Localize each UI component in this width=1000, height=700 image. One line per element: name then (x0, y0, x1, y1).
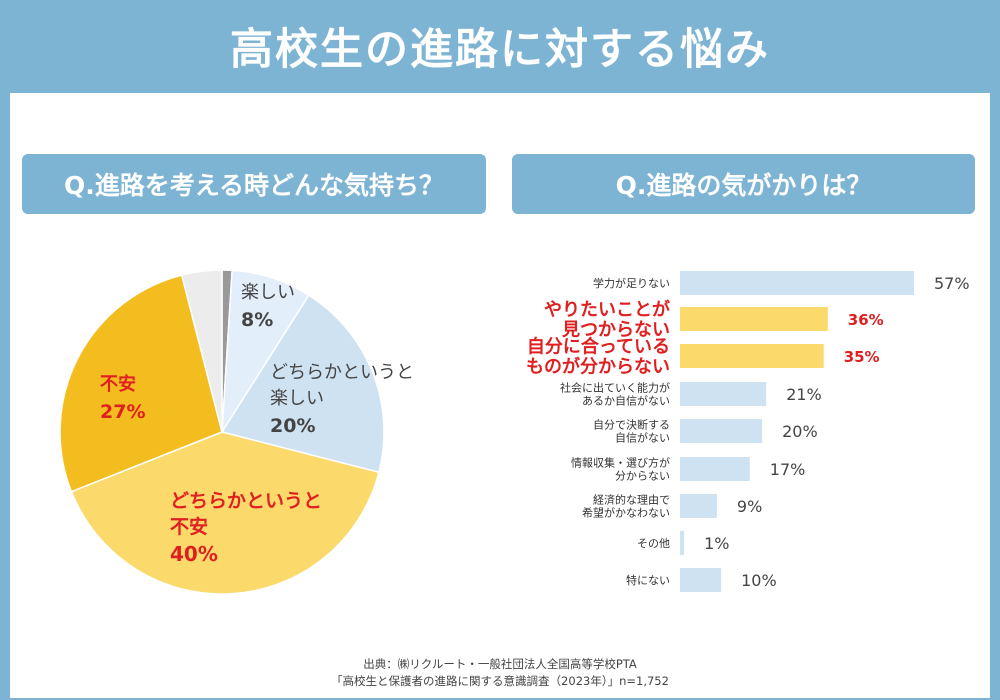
pie-slice-label-3-1: 不安 (170, 515, 208, 538)
pie-slice-2 (220, 294, 385, 474)
bar-label-5-0: 情報収集・選び方が (571, 455, 670, 469)
bar-label-2-0: 自分に合っている (527, 335, 670, 357)
bar-8 (680, 568, 722, 592)
bar-question-header: Q.進路の気がかりは？ (512, 154, 975, 214)
bar-value-5: 17% (770, 460, 806, 479)
bar-label-1-0: やりたいことが (544, 298, 670, 320)
pie-slice-value-4: 27% (100, 401, 145, 423)
bar-5 (680, 457, 750, 481)
bar-label-8-0: 特にない (626, 573, 670, 587)
pie-slice-value-2: 20% (270, 415, 315, 437)
bar-6 (680, 494, 717, 518)
bar-value-2: 35% (844, 348, 880, 366)
bar-value-7: 1% (704, 534, 729, 553)
bar-value-1: 36% (848, 311, 884, 329)
pie-slice-value-3: 40% (170, 542, 218, 566)
bar-4 (680, 419, 763, 443)
bar-label-7-0: その他 (637, 537, 670, 550)
page-title: 高校生の進路に対する悩み (230, 25, 770, 75)
pie-slice-label-4-0: 不安 (100, 373, 136, 395)
pie-slice-label-2-1: 楽しい (270, 388, 324, 409)
pie-slice-label-3-0: どちらかというと (170, 490, 322, 512)
bar-3 (680, 382, 767, 406)
pie-slice-label-1-0: 楽しい (241, 282, 295, 303)
bar-label-6-0: 経済的な理由で (593, 492, 670, 506)
bar-value-6: 9% (737, 497, 762, 516)
pie-slice-3 (70, 431, 380, 595)
bar-label-2-1: ものが分からない (526, 355, 670, 377)
pie-question-header: Q.進路を考える時どんな気持ち？ (22, 154, 486, 214)
bar-value-8: 10% (741, 571, 777, 590)
bar-value-4: 20% (782, 422, 818, 441)
bar-value-3: 21% (786, 385, 822, 404)
bar-label-3-0: 社会に出ていく能力が (560, 380, 670, 394)
source-line-2: 「高校生と保護者の進路に関する意識調査（2023年）」n=1,752 (331, 674, 669, 688)
bar-label-4-0: 自分で決断する (593, 417, 670, 431)
pie-slice-label-2-0: どちらかというと (270, 362, 414, 383)
bar-2 (680, 344, 824, 368)
bar-label-6-1: 希望がかなわない (582, 505, 670, 519)
bar-7 (680, 531, 685, 555)
pie-slice-value-1: 8% (241, 309, 273, 331)
bar-label-0-0: 学力が足りない (593, 276, 670, 290)
bar-value-0: 57% (934, 274, 970, 293)
pie-slice-5 (180, 269, 223, 433)
pie-slice-4 (59, 274, 223, 493)
bar-label-5-1: 分からない (615, 469, 670, 482)
bar-0 (680, 271, 914, 295)
bar-label-3-1: あるか自信がない (582, 393, 670, 407)
source-line-1: 出典：㈱リクルート・一般社団法人全国高等学校PTA (363, 657, 637, 671)
bar-label-1-1: 見つからない (561, 319, 670, 340)
bar-1 (680, 307, 828, 331)
bar-label-4-1: 自信がない (615, 430, 670, 444)
